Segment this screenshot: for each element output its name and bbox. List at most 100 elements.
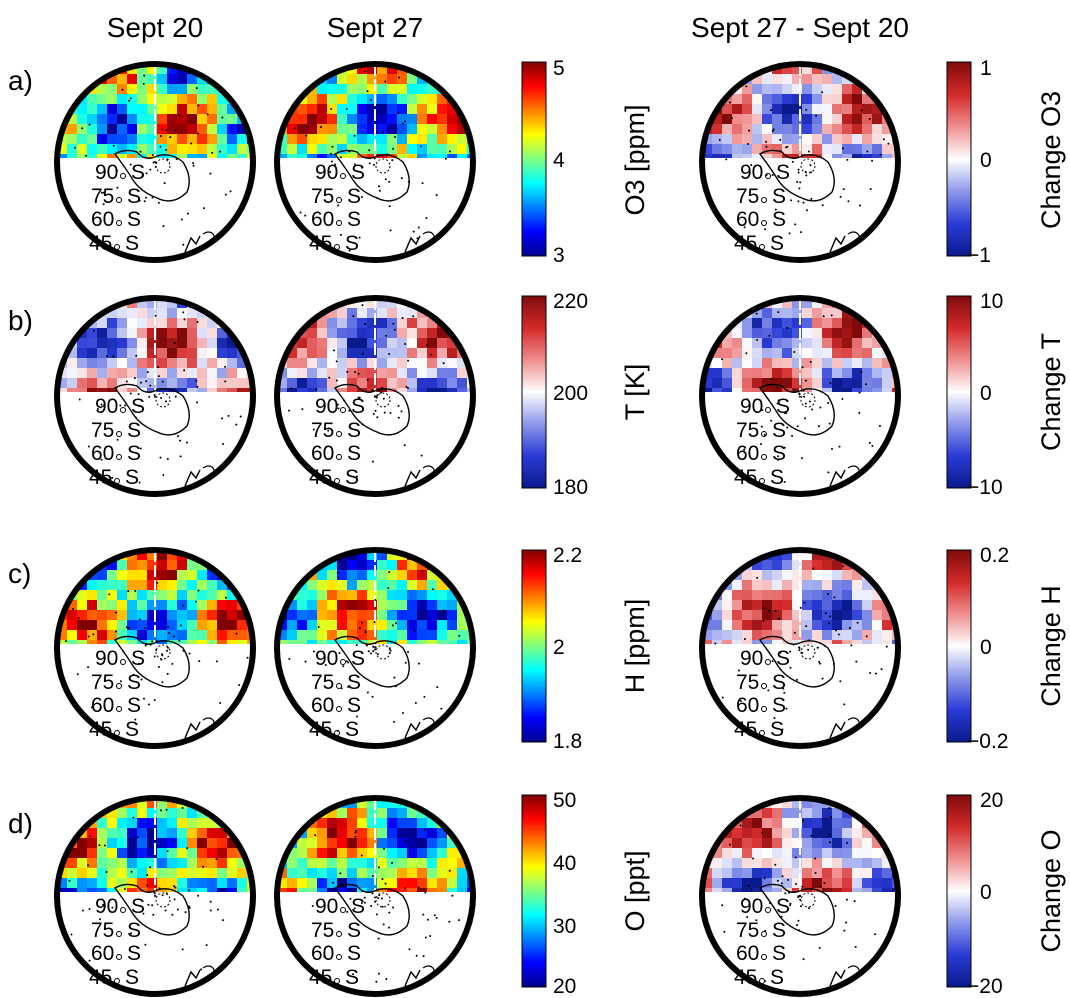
colorbar-o-tick-20: 20 xyxy=(553,975,576,998)
lat-label-s-o3-change-2: S xyxy=(772,208,786,231)
column-title-difference: Sept 27 - Sept 20 xyxy=(691,12,909,43)
degree-symbol xyxy=(120,907,126,913)
lat-label-s-t-sept27-2: S xyxy=(347,442,361,465)
degree-symbol xyxy=(761,197,767,203)
colorbar-change-o: 20 0 −20 Change O xyxy=(946,789,1066,998)
lat-label-s-h-sept20-3: S xyxy=(125,718,139,741)
row-tag-a: a) xyxy=(8,65,33,96)
degree-symbol xyxy=(761,220,767,226)
colorbar-change-h-label: Change H xyxy=(1036,585,1066,707)
lat-label-s-t-sept27-1: S xyxy=(347,419,361,442)
lat-label-o3-sept27-1: 75 xyxy=(311,185,334,208)
colorbar-change-h-tick-max: 0.2 xyxy=(980,544,1009,567)
colorbar-o3-bar xyxy=(521,61,547,257)
lat-label-o3-sept20-2: 60 xyxy=(91,208,114,231)
lat-label-h-change-0: 90 xyxy=(740,647,763,670)
degree-symbol xyxy=(336,954,342,960)
degree-symbol xyxy=(761,931,767,937)
map-border xyxy=(54,61,256,263)
polar-map-o3-sept20: 90 S75 S60 S45 S xyxy=(54,61,256,263)
colorbar-change-o3-tick-max: 1 xyxy=(980,57,992,80)
degree-symbol xyxy=(340,907,346,913)
degree-symbol xyxy=(336,683,342,689)
map-border xyxy=(274,61,476,263)
lat-label-s-o-sept27-2: S xyxy=(347,942,361,965)
map-border xyxy=(54,795,256,997)
colorbar-t-tick-max: 220 xyxy=(553,290,588,313)
map-border xyxy=(699,61,901,263)
colorbar-change-h: 0.2 0 −0.2 Change H xyxy=(946,544,1066,753)
lat-label-s-o3-sept27-1: S xyxy=(347,185,361,208)
colorbar-o-tick-40: 40 xyxy=(553,852,576,875)
lat-label-o-sept27-1: 75 xyxy=(311,919,334,942)
lat-label-s-o3-sept20-1: S xyxy=(127,185,141,208)
lat-label-s-h-sept27-2: S xyxy=(347,694,361,717)
degree-symbol xyxy=(336,220,342,226)
lat-label-h-sept20-1: 75 xyxy=(91,671,114,694)
lat-label-s-t-sept20-1: S xyxy=(127,419,141,442)
row-tag-c: c) xyxy=(8,558,31,589)
map-border xyxy=(274,795,476,997)
colorbar-change-o-label: Change O xyxy=(1036,829,1066,952)
row-tag-b: b) xyxy=(8,305,33,336)
lat-label-o-change-1: 75 xyxy=(736,919,759,942)
lat-label-s-o3-sept27-0: S xyxy=(351,161,365,184)
lat-label-t-sept27-0: 90 xyxy=(315,395,338,418)
colorbar-change-t-tick-max: 10 xyxy=(980,290,1003,313)
lat-label-s-h-change-2: S xyxy=(772,694,786,717)
lat-label-o3-sept27-0: 90 xyxy=(315,161,338,184)
colorbar-h-label: H [ppm] xyxy=(620,599,650,694)
degree-symbol xyxy=(116,220,122,226)
degree-symbol xyxy=(120,173,126,179)
colorbar-o3-tick-mid: 4 xyxy=(553,149,565,172)
degree-symbol xyxy=(761,683,767,689)
polar-map-t-sept20: 90 S75 S60 S45 S xyxy=(54,295,256,497)
polar-map-h-change: 90 S75 S60 S45 S xyxy=(699,547,901,749)
map-border xyxy=(54,547,256,749)
lat-label-s-t-change-2: S xyxy=(772,442,786,465)
lat-label-t-sept20-1: 75 xyxy=(91,419,114,442)
lat-label-s-t-sept27-3: S xyxy=(345,466,359,489)
map-border xyxy=(274,547,476,749)
degree-symbol xyxy=(336,706,342,712)
lat-label-s-h-sept27-3: S xyxy=(345,718,359,741)
lat-label-t-sept27-2: 60 xyxy=(311,442,334,465)
colorbar-t-bar xyxy=(521,295,547,489)
lat-label-o3-sept20-0: 90 xyxy=(95,161,118,184)
colorbar-change-o-tick-mid: 0 xyxy=(980,881,992,904)
lat-label-h-change-1: 75 xyxy=(736,671,759,694)
colorbar-t: 220 200 180 T [K] xyxy=(521,290,650,499)
degree-symbol xyxy=(340,173,346,179)
degree-symbol xyxy=(336,431,342,437)
polar-map-t-change: 90 S75 S60 S45 S xyxy=(699,295,901,497)
lat-label-s-h-change-3: S xyxy=(770,718,784,741)
lat-label-s-o-change-2: S xyxy=(772,942,786,965)
column-title-sept20: Sept 20 xyxy=(107,12,204,43)
lat-label-h-sept27-1: 75 xyxy=(311,671,334,694)
colorbar-change-t-tick-mid: 0 xyxy=(980,382,992,405)
lat-label-s-o-change-3: S xyxy=(770,966,784,989)
colorbar-change-o3: 1 0 −1 Change O3 xyxy=(946,57,1066,267)
colorbar-change-t-tick-min: −10 xyxy=(967,476,1003,499)
colorbar-o-tick-30: 30 xyxy=(553,915,576,938)
colorbar-h-tick-mid: 2 xyxy=(553,636,565,659)
degree-symbol xyxy=(116,683,122,689)
map-border xyxy=(699,295,901,497)
colorbar-t-label: T [K] xyxy=(620,364,650,421)
degree-symbol xyxy=(116,954,122,960)
polar-map-t-sept27: 90 S75 S60 S45 S xyxy=(274,295,476,497)
lat-label-h-sept20-0: 90 xyxy=(95,647,118,670)
lat-label-h-sept27-2: 60 xyxy=(311,694,334,717)
degree-symbol xyxy=(116,197,122,203)
polar-map-o-sept27: 90 S75 S60 S45 S xyxy=(274,795,476,997)
degree-symbol xyxy=(765,407,771,413)
lat-label-o-sept27-2: 60 xyxy=(311,942,334,965)
map-border xyxy=(274,295,476,497)
lat-label-s-o3-change-3: S xyxy=(770,232,784,255)
lat-label-o-sept20-0: 90 xyxy=(95,895,118,918)
colorbar-h: 2.2 2 1.8 H [ppm] xyxy=(521,544,650,753)
lat-label-s-o-change-1: S xyxy=(772,919,786,942)
lat-label-o-change-2: 60 xyxy=(736,942,759,965)
lat-label-s-h-change-0: S xyxy=(776,647,790,670)
